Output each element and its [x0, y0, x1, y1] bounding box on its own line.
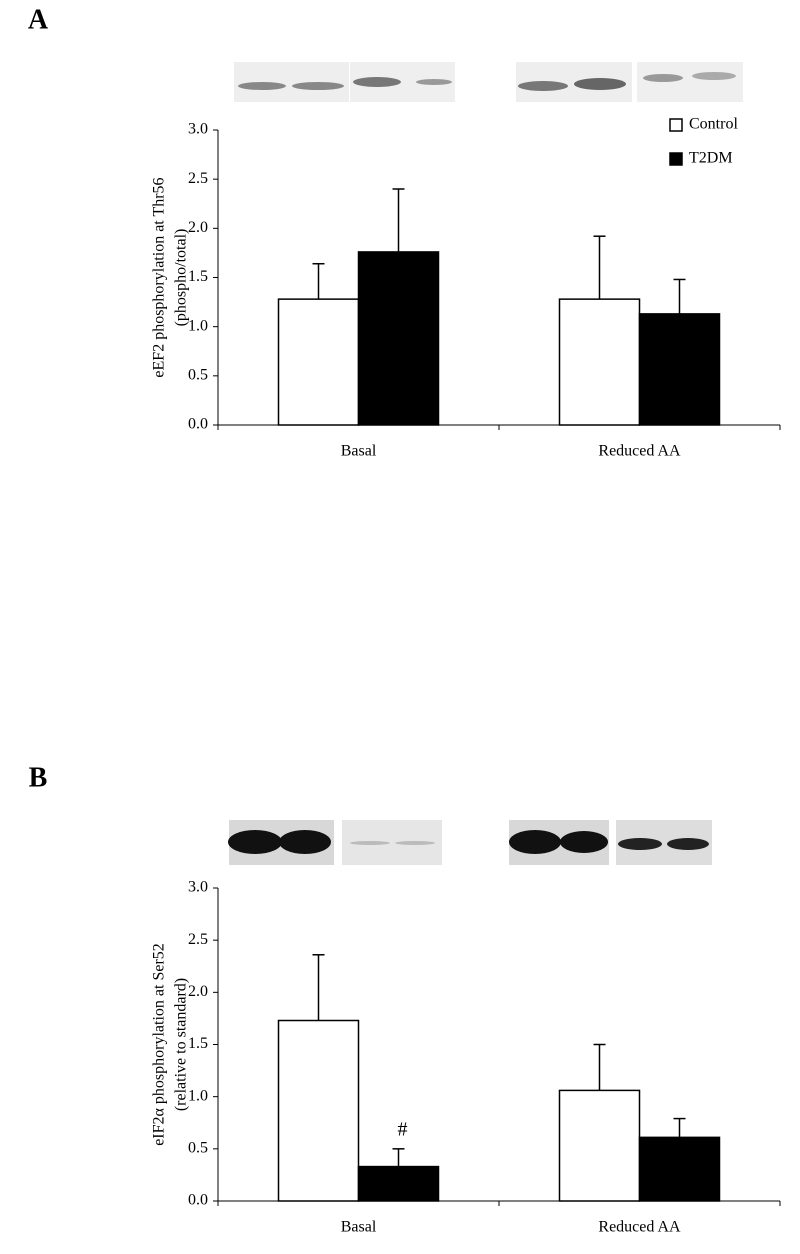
y-tick-label: 0.0 — [188, 416, 208, 433]
legend-label: Control — [689, 116, 738, 133]
error-bar — [312, 262, 325, 300]
y-tick-label: 1.5 — [188, 268, 208, 285]
bar — [558, 298, 641, 426]
y-tick-label: 2.0 — [188, 219, 208, 236]
y-tick-label: 0.5 — [188, 367, 208, 384]
y-axis-label: eEF2 phosphorylation at Thr56 — [151, 177, 168, 377]
bar — [277, 298, 360, 426]
blot-image — [228, 820, 712, 865]
bar — [357, 1165, 440, 1202]
error-bar — [392, 1148, 405, 1167]
y-tick-label: 2.0 — [188, 983, 208, 1000]
significance-marker: # — [398, 1118, 408, 1140]
legend-swatch — [669, 152, 683, 166]
y-axis-label: eIF2α phosphorylation at Ser52 — [151, 943, 168, 1146]
error-bar — [593, 1043, 606, 1091]
error-bar — [392, 188, 405, 252]
panel-label: B — [29, 762, 48, 793]
error-bar — [673, 278, 686, 314]
x-tick-label: Reduced AA — [598, 443, 681, 460]
y-axis-label: (phospho/total) — [173, 229, 190, 327]
bar — [558, 1089, 641, 1202]
error-bar — [673, 1117, 686, 1138]
y-tick-label: 3.0 — [188, 879, 208, 896]
y-tick-label: 1.0 — [188, 317, 208, 334]
bar — [277, 1019, 360, 1202]
x-tick-label: Basal — [341, 1219, 377, 1236]
y-tick-label: 1.0 — [188, 1087, 208, 1104]
y-tick-label: 2.5 — [188, 931, 208, 948]
y-tick-label: 2.5 — [188, 170, 208, 187]
y-tick-label: 1.5 — [188, 1035, 208, 1052]
y-tick-label: 3.0 — [188, 121, 208, 138]
bar — [638, 313, 721, 426]
y-axis-label: (relative to standard) — [173, 978, 190, 1111]
x-tick-label: Basal — [341, 443, 377, 460]
legend-swatch — [669, 118, 683, 132]
y-tick-label: 0.5 — [188, 1140, 208, 1157]
x-tick-label: Reduced AA — [598, 1219, 681, 1236]
bar — [357, 251, 440, 426]
legend-label: T2DM — [689, 150, 733, 167]
error-bar — [593, 235, 606, 300]
blot-image — [234, 62, 743, 102]
error-bar — [312, 954, 325, 1021]
bar — [638, 1136, 721, 1202]
panel-label: A — [28, 4, 49, 35]
y-tick-label: 0.0 — [188, 1192, 208, 1209]
